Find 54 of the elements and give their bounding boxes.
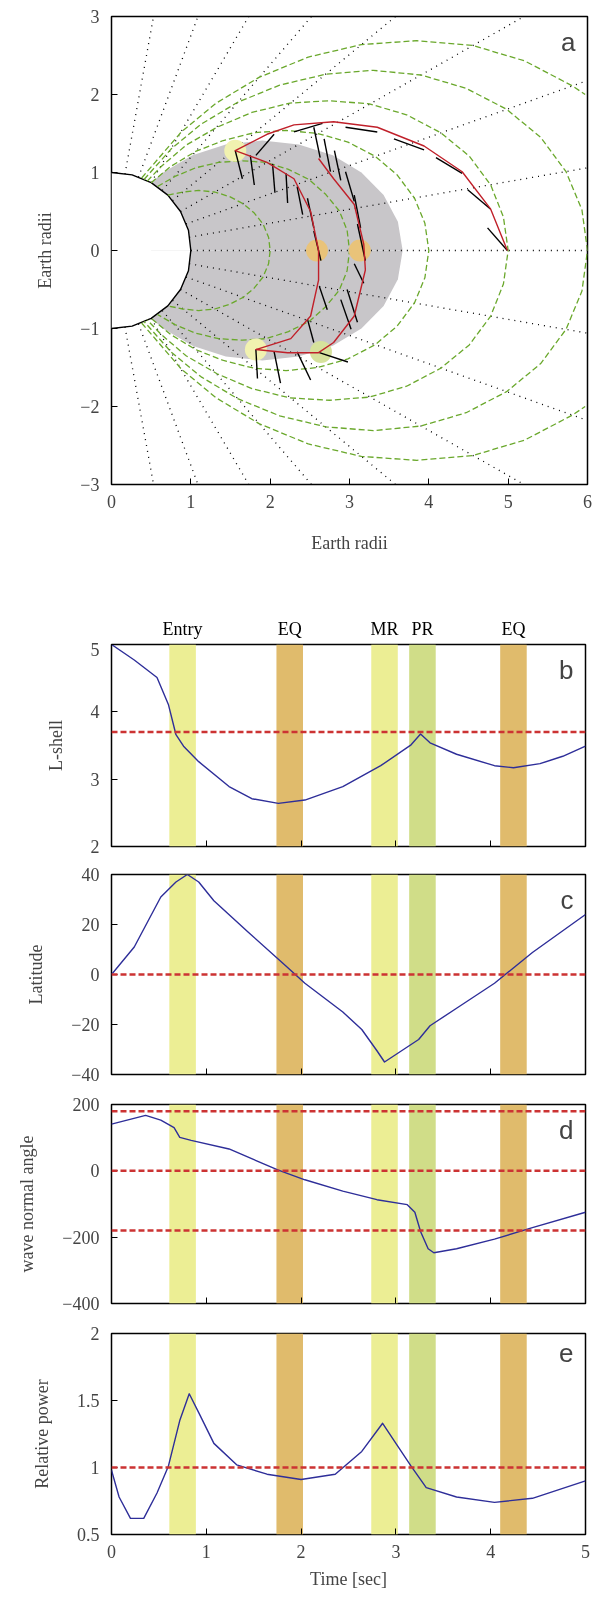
band-label: EQ — [501, 619, 526, 640]
x-tick-label: 6 — [583, 491, 592, 512]
y-tick-label: −3 — [80, 475, 100, 495]
y-tick-label: 2 — [90, 837, 100, 857]
y-tick-label: 1 — [90, 1458, 100, 1478]
y-tick-label: 4 — [90, 702, 100, 723]
x-axis-title: Earth radii — [311, 532, 388, 553]
y-tick-label: 0 — [90, 241, 100, 261]
x-tick-label: 5 — [503, 491, 513, 512]
annotation: e — [559, 1337, 574, 1368]
y-tick-label: −20 — [71, 1015, 100, 1035]
y-tick-label: 1 — [90, 163, 100, 183]
annotation: d — [559, 1114, 574, 1145]
y-axis-title: wave normal angle — [17, 1135, 38, 1273]
y-tick-label: 3 — [90, 7, 100, 27]
y-tick-label: −2 — [80, 397, 100, 417]
x-axis-title: Time [sec] — [310, 1568, 387, 1589]
y-axis-title: Relative power — [32, 1379, 52, 1489]
y-tick-label: 0 — [90, 1161, 100, 1182]
x-tick-label: 3 — [391, 1541, 401, 1562]
band-label: MR — [370, 619, 399, 640]
x-tick-label: 4 — [424, 491, 434, 512]
y-axis-title: L-shell — [45, 719, 66, 771]
y-axis-title: Earth radii — [35, 212, 56, 289]
y-tick-label: 0.5 — [77, 1525, 100, 1545]
band-label: Entry — [162, 619, 203, 640]
x-tick-label: 2 — [296, 1541, 306, 1562]
y-tick-label: 200 — [72, 1095, 100, 1115]
x-tick-label: 4 — [486, 1541, 496, 1562]
annotation: a — [561, 26, 577, 57]
y-axis-title: Latitude — [26, 944, 47, 1005]
y-tick-label: −200 — [62, 1227, 100, 1248]
y-tick-label: 3 — [90, 769, 100, 790]
y-tick-label: −1 — [80, 319, 100, 339]
x-tick-label: 0 — [107, 491, 116, 512]
y-tick-label: 1.5 — [77, 1391, 100, 1411]
annotation: c — [560, 884, 574, 915]
y-tick-label: 5 — [90, 639, 100, 660]
band-label: PR — [411, 619, 434, 640]
y-tick-label: 0 — [90, 965, 100, 985]
x-tick-label: 0 — [107, 1541, 116, 1562]
y-tick-label: −40 — [71, 1065, 100, 1085]
y-tick-label: −400 — [62, 1294, 100, 1314]
y-tick-label: 20 — [81, 915, 100, 935]
y-tick-label: 40 — [81, 865, 100, 885]
x-tick-label: 5 — [581, 1541, 590, 1562]
x-tick-label: 1 — [201, 1541, 211, 1562]
y-tick-label: 2 — [90, 1324, 100, 1344]
x-tick-label: 1 — [186, 491, 196, 512]
x-tick-label: 3 — [345, 491, 354, 512]
band-label: EQ — [277, 619, 302, 640]
x-tick-label: 2 — [265, 491, 275, 512]
y-tick-label: 2 — [90, 85, 100, 105]
annotation: b — [559, 654, 574, 685]
